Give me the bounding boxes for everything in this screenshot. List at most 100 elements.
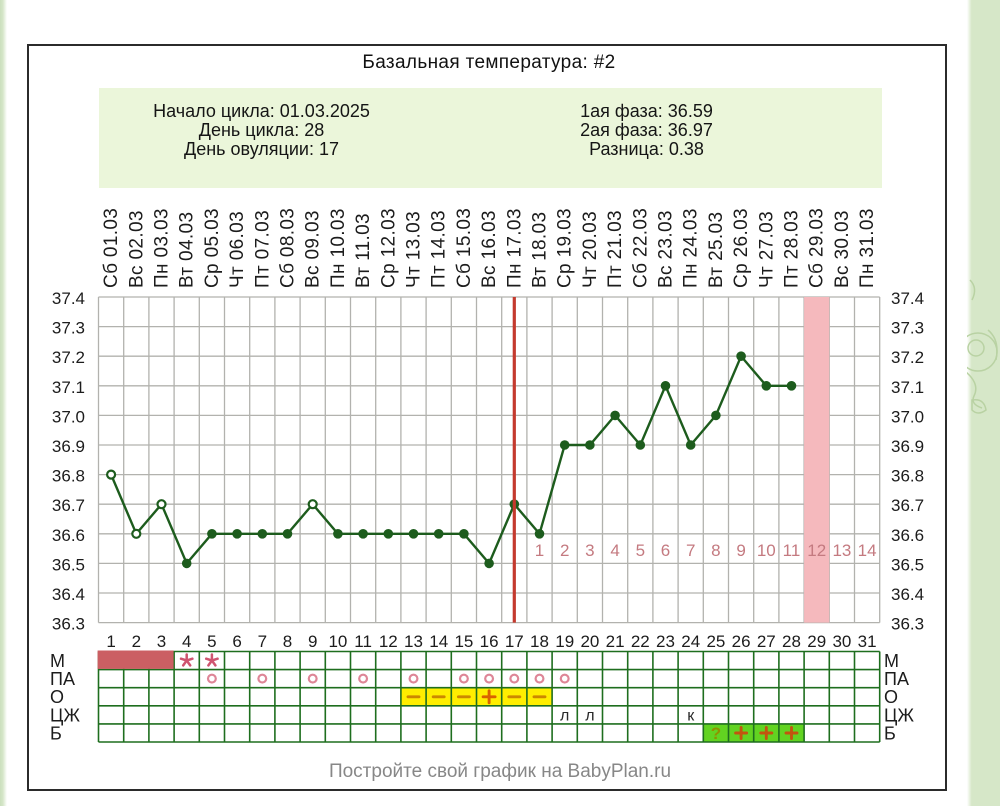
svg-text:5: 5: [636, 541, 645, 560]
svg-text:19: 19: [555, 632, 574, 651]
svg-text:28: 28: [782, 632, 801, 651]
svg-text:Пн 24.03: Пн 24.03: [681, 208, 702, 288]
svg-text:5: 5: [207, 632, 216, 651]
svg-text:Сб 08.03: Сб 08.03: [278, 208, 299, 288]
svg-text:9: 9: [736, 541, 745, 560]
svg-text:11: 11: [354, 632, 372, 651]
svg-text:23: 23: [656, 632, 675, 651]
svg-text:Вс 02.03: Вс 02.03: [126, 210, 147, 288]
svg-text:3: 3: [157, 632, 166, 651]
svg-text:36.3: 36.3: [52, 615, 85, 634]
svg-text:21: 21: [606, 632, 625, 651]
svg-text:29: 29: [807, 632, 826, 651]
svg-text:Ср 05.03: Ср 05.03: [202, 208, 223, 288]
svg-text:10: 10: [328, 632, 347, 651]
svg-text:М: М: [884, 651, 899, 671]
svg-text:37.3: 37.3: [52, 319, 85, 338]
svg-text:Вт 04.03: Вт 04.03: [177, 212, 198, 288]
svg-text:31: 31: [858, 632, 877, 651]
svg-text:36.5: 36.5: [891, 555, 924, 574]
svg-text:22: 22: [631, 632, 650, 651]
svg-text:М: М: [50, 651, 65, 671]
svg-text:?: ?: [711, 724, 721, 743]
svg-text:37.3: 37.3: [891, 319, 924, 338]
svg-text:36.3: 36.3: [891, 615, 924, 634]
svg-text:Вс 09.03: Вс 09.03: [303, 210, 324, 288]
svg-text:12: 12: [379, 632, 398, 651]
svg-text:ЦЖ: ЦЖ: [50, 705, 80, 725]
svg-text:Сб 22.03: Сб 22.03: [630, 208, 651, 288]
svg-text:14: 14: [429, 632, 448, 651]
svg-text:37.0: 37.0: [891, 407, 924, 426]
svg-text:36.6: 36.6: [52, 526, 85, 545]
svg-text:Вт 11.03: Вт 11.03: [353, 213, 374, 288]
svg-text:2: 2: [132, 632, 141, 651]
svg-text:Вт 18.03: Вт 18.03: [530, 212, 551, 288]
svg-text:37.4: 37.4: [52, 289, 85, 308]
svg-text:36.6: 36.6: [891, 526, 924, 545]
svg-text:Сб 15.03: Сб 15.03: [454, 208, 475, 288]
svg-text:26: 26: [732, 632, 751, 651]
svg-text:ПА: ПА: [884, 669, 909, 689]
svg-text:л: л: [585, 707, 594, 724]
svg-text:27: 27: [757, 632, 776, 651]
svg-text:Пт 21.03: Пт 21.03: [605, 210, 626, 288]
svg-text:Вс 23.03: Вс 23.03: [656, 210, 677, 288]
svg-text:Пт 28.03: Пт 28.03: [782, 210, 803, 288]
svg-text:18: 18: [530, 632, 549, 651]
svg-text:30: 30: [832, 632, 851, 651]
svg-text:11: 11: [783, 541, 801, 560]
svg-text:л: л: [560, 707, 569, 724]
svg-text:2: 2: [560, 541, 569, 560]
svg-text:36.7: 36.7: [52, 496, 85, 515]
svg-text:14: 14: [858, 541, 877, 560]
svg-text:36.7: 36.7: [891, 496, 924, 515]
svg-text:8: 8: [283, 632, 292, 651]
svg-text:Ср 19.03: Ср 19.03: [555, 208, 576, 288]
svg-text:37.2: 37.2: [52, 348, 85, 367]
svg-text:к: к: [687, 707, 695, 724]
svg-text:Пн 10.03: Пн 10.03: [328, 208, 349, 288]
svg-text:36.8: 36.8: [52, 467, 85, 486]
svg-text:Чт 13.03: Чт 13.03: [404, 211, 425, 288]
svg-text:3: 3: [585, 541, 594, 560]
svg-text:Пн 17.03: Пн 17.03: [504, 208, 525, 288]
svg-text:9: 9: [308, 632, 317, 651]
svg-text:8: 8: [711, 541, 720, 560]
svg-text:37.0: 37.0: [52, 407, 85, 426]
svg-text:6: 6: [661, 541, 670, 560]
svg-text:36.9: 36.9: [52, 437, 85, 456]
svg-text:О: О: [884, 687, 898, 707]
svg-text:1: 1: [106, 632, 115, 651]
svg-text:36.4: 36.4: [891, 585, 924, 604]
svg-text:7: 7: [258, 632, 267, 651]
svg-text:24: 24: [681, 632, 700, 651]
svg-text:Чт 27.03: Чт 27.03: [756, 211, 777, 288]
svg-text:36.4: 36.4: [52, 585, 85, 604]
svg-text:Сб 01.03: Сб 01.03: [101, 208, 122, 288]
svg-text:1: 1: [535, 541, 544, 560]
svg-text:Сб 29.03: Сб 29.03: [807, 208, 828, 288]
svg-text:Пт 07.03: Пт 07.03: [252, 210, 273, 288]
svg-text:Пн 03.03: Пн 03.03: [152, 208, 173, 288]
svg-text:7: 7: [686, 541, 695, 560]
svg-text:ПА: ПА: [50, 669, 75, 689]
svg-text:4: 4: [610, 541, 619, 560]
svg-text:4: 4: [182, 632, 191, 651]
svg-text:Ср 26.03: Ср 26.03: [731, 208, 752, 288]
svg-text:Вс 16.03: Вс 16.03: [479, 210, 500, 288]
svg-text:16: 16: [480, 632, 499, 651]
svg-text:ЦЖ: ЦЖ: [884, 705, 914, 725]
svg-text:Пн 31.03: Пн 31.03: [857, 208, 878, 288]
svg-text:25: 25: [706, 632, 725, 651]
svg-text:Чт 20.03: Чт 20.03: [580, 211, 601, 288]
svg-text:Пт 14.03: Пт 14.03: [429, 210, 450, 288]
svg-text:Б: Б: [50, 724, 62, 744]
svg-text:17: 17: [505, 632, 524, 651]
svg-text:Ср 12.03: Ср 12.03: [378, 208, 399, 288]
svg-text:13: 13: [832, 541, 851, 560]
svg-text:6: 6: [232, 632, 241, 651]
svg-text:37.1: 37.1: [891, 378, 924, 397]
svg-text:Вс 30.03: Вс 30.03: [832, 210, 853, 288]
svg-text:Чт 06.03: Чт 06.03: [227, 211, 248, 288]
